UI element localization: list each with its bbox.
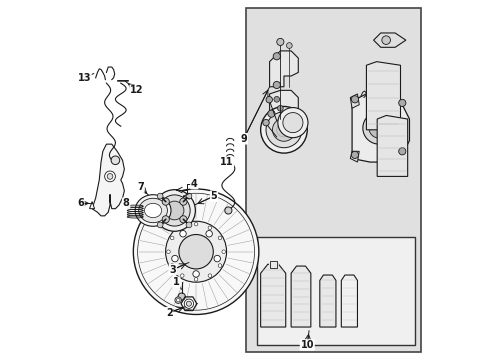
Circle shape [180,274,183,278]
Ellipse shape [139,198,167,223]
Polygon shape [290,266,310,327]
Circle shape [398,99,405,107]
Polygon shape [319,275,335,327]
Circle shape [276,39,284,45]
Text: 4: 4 [190,179,197,189]
Circle shape [180,216,186,223]
Circle shape [179,234,213,269]
Circle shape [184,299,193,309]
Circle shape [192,271,199,277]
Polygon shape [89,202,94,209]
Text: 11: 11 [220,157,233,167]
FancyBboxPatch shape [246,8,421,352]
Circle shape [186,222,191,228]
Text: 3: 3 [169,265,176,275]
Polygon shape [373,33,405,47]
Text: 6: 6 [77,198,84,208]
Circle shape [368,118,388,138]
Circle shape [208,226,211,230]
Circle shape [273,53,280,60]
Polygon shape [349,94,359,108]
Text: 10: 10 [300,340,313,350]
Circle shape [351,151,358,158]
Circle shape [170,264,174,267]
Circle shape [222,250,225,253]
Circle shape [218,264,222,267]
Circle shape [205,230,212,237]
Text: 5: 5 [210,191,217,201]
Circle shape [362,112,394,144]
Circle shape [165,201,183,220]
Circle shape [153,190,195,231]
Polygon shape [349,151,359,162]
Circle shape [111,156,120,165]
Circle shape [170,236,174,240]
Circle shape [267,110,274,117]
Circle shape [157,193,163,199]
Circle shape [162,198,169,205]
Polygon shape [268,263,277,268]
Circle shape [175,297,181,303]
Circle shape [178,293,185,300]
FancyBboxPatch shape [257,237,414,345]
Circle shape [351,96,358,103]
Circle shape [186,301,191,306]
Circle shape [165,221,226,282]
Circle shape [282,113,303,133]
Circle shape [214,255,220,262]
Text: 13: 13 [77,73,91,83]
Circle shape [265,112,301,148]
Polygon shape [260,264,285,327]
Circle shape [104,171,115,182]
Circle shape [162,216,169,223]
Circle shape [273,81,280,89]
Circle shape [286,42,292,48]
Text: 8: 8 [122,198,129,208]
Circle shape [277,108,307,138]
Circle shape [159,195,190,226]
Circle shape [194,222,198,226]
Circle shape [157,222,163,228]
Circle shape [277,105,283,111]
Circle shape [180,198,186,205]
Polygon shape [341,275,357,327]
Polygon shape [376,116,407,176]
Circle shape [166,250,170,253]
Circle shape [273,96,279,102]
Circle shape [272,118,295,141]
Text: 1: 1 [173,277,180,287]
Circle shape [176,298,180,302]
Circle shape [262,120,269,126]
Circle shape [224,207,231,214]
Text: 2: 2 [165,308,172,318]
Circle shape [194,278,198,281]
Circle shape [398,148,405,155]
Text: 7: 7 [137,182,143,192]
Circle shape [381,36,389,44]
Polygon shape [351,94,408,162]
Ellipse shape [144,203,162,218]
Circle shape [171,255,178,262]
Polygon shape [269,90,298,116]
Circle shape [265,96,272,103]
Polygon shape [366,62,400,130]
Circle shape [180,230,186,237]
Circle shape [107,174,113,179]
Circle shape [208,274,211,278]
Polygon shape [269,51,298,87]
Polygon shape [92,144,124,216]
Text: 9: 9 [240,134,246,144]
Ellipse shape [135,195,171,226]
Circle shape [260,107,306,153]
Text: 12: 12 [130,85,143,95]
Circle shape [186,193,191,199]
Circle shape [133,189,258,315]
Circle shape [218,236,222,240]
Circle shape [180,226,183,230]
